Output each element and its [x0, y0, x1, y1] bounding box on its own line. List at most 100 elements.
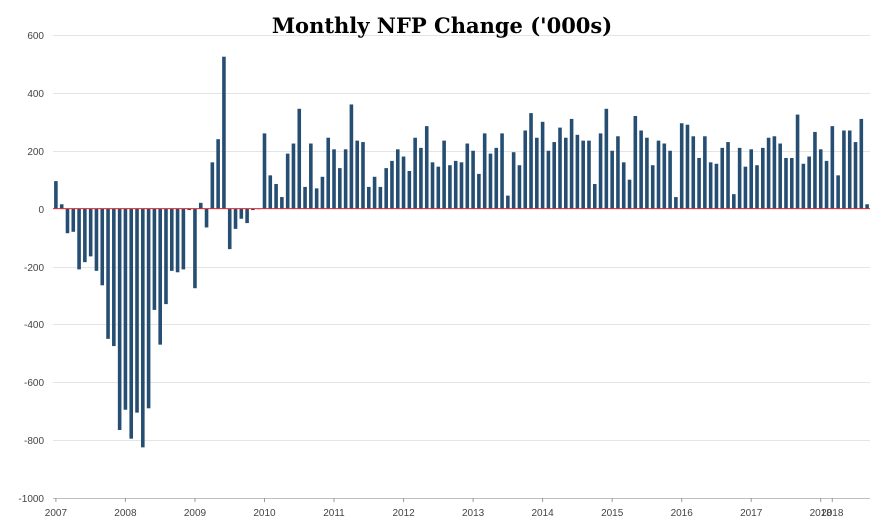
x-tick-label: 2012	[392, 508, 415, 519]
bar	[714, 163, 719, 209]
bar	[193, 208, 197, 289]
bar	[656, 140, 661, 209]
bar	[233, 208, 238, 229]
bar	[395, 149, 400, 209]
bar	[83, 208, 87, 263]
chart-title: Monthly NFP Change ('000s)	[272, 13, 612, 38]
bar	[453, 160, 458, 209]
bar	[129, 208, 134, 439]
y-tick-label: 0	[38, 205, 44, 216]
x-tick-label: 2018	[821, 508, 844, 519]
bar	[592, 184, 597, 209]
bar	[424, 126, 429, 209]
bar	[59, 204, 64, 209]
bar	[529, 113, 533, 209]
bar	[280, 197, 284, 209]
bar	[332, 149, 336, 209]
bar	[610, 150, 614, 209]
bar	[564, 137, 568, 209]
bar	[581, 140, 585, 209]
bar	[54, 181, 58, 209]
bar	[679, 123, 684, 209]
x-tick-label: 2017	[740, 508, 763, 519]
bar	[795, 114, 800, 209]
bar	[807, 156, 811, 209]
bar	[552, 142, 556, 209]
bars	[54, 56, 869, 448]
bar	[662, 143, 667, 209]
y-tick-label: 400	[27, 89, 44, 100]
bar	[633, 116, 638, 209]
bar	[506, 195, 510, 209]
bar	[169, 208, 174, 271]
bar	[587, 140, 591, 209]
y-tick-label: -600	[24, 378, 44, 389]
bar	[361, 142, 365, 209]
bar	[761, 147, 765, 209]
y-axis-ticks: 600 400 200 0 -200 -400 -600 -800 -1000	[18, 31, 44, 505]
bar	[471, 150, 475, 209]
bar	[100, 208, 105, 286]
y-tick-label: 200	[27, 147, 44, 158]
bar	[303, 186, 307, 209]
bar	[778, 143, 782, 209]
bar	[708, 162, 713, 209]
bar	[494, 147, 499, 209]
bar	[164, 208, 168, 305]
bar	[691, 136, 696, 209]
bar	[575, 134, 580, 209]
bar	[366, 186, 371, 209]
x-tick-label: 2008	[114, 508, 137, 519]
bar	[766, 137, 771, 209]
bar	[859, 118, 864, 209]
bar	[569, 118, 574, 209]
bar	[106, 208, 110, 339]
bar	[540, 121, 545, 209]
bar	[372, 176, 377, 209]
bar	[755, 165, 759, 209]
x-tick-label: 2007	[45, 508, 68, 519]
bar	[309, 143, 313, 209]
bar	[442, 140, 446, 209]
bar	[274, 184, 278, 209]
bar	[112, 208, 116, 347]
y-tick-label: -200	[24, 263, 44, 274]
bar	[384, 168, 388, 209]
bar	[813, 131, 817, 209]
bar	[488, 153, 493, 209]
bar	[511, 152, 516, 209]
bar	[697, 157, 701, 209]
bar	[436, 166, 441, 209]
bar	[621, 162, 626, 209]
bar	[477, 173, 481, 209]
bar	[535, 137, 539, 209]
bar	[88, 208, 93, 257]
bar	[268, 175, 273, 209]
y-tick-label: -400	[24, 320, 44, 331]
x-tick-label: 2013	[462, 508, 485, 519]
y-tick-label: -800	[24, 436, 44, 447]
bar	[343, 149, 348, 209]
bar	[650, 165, 655, 209]
bar	[251, 208, 255, 211]
bar	[141, 208, 145, 448]
x-tick-label: 2016	[671, 508, 694, 519]
bar	[222, 56, 226, 209]
bar	[726, 142, 730, 209]
bar	[801, 163, 806, 209]
bar	[355, 140, 359, 209]
bar	[181, 208, 186, 270]
bar	[546, 150, 551, 209]
bar	[674, 197, 678, 209]
x-tick-label: 2014	[531, 508, 554, 519]
bar	[158, 208, 162, 345]
bar	[818, 149, 823, 209]
bar	[558, 127, 562, 209]
bar	[523, 130, 528, 209]
x-tick-label: 2015	[601, 508, 624, 519]
bar	[390, 160, 394, 209]
bar	[198, 202, 203, 209]
bar	[847, 130, 852, 209]
bar	[737, 147, 742, 209]
bar	[245, 208, 249, 224]
